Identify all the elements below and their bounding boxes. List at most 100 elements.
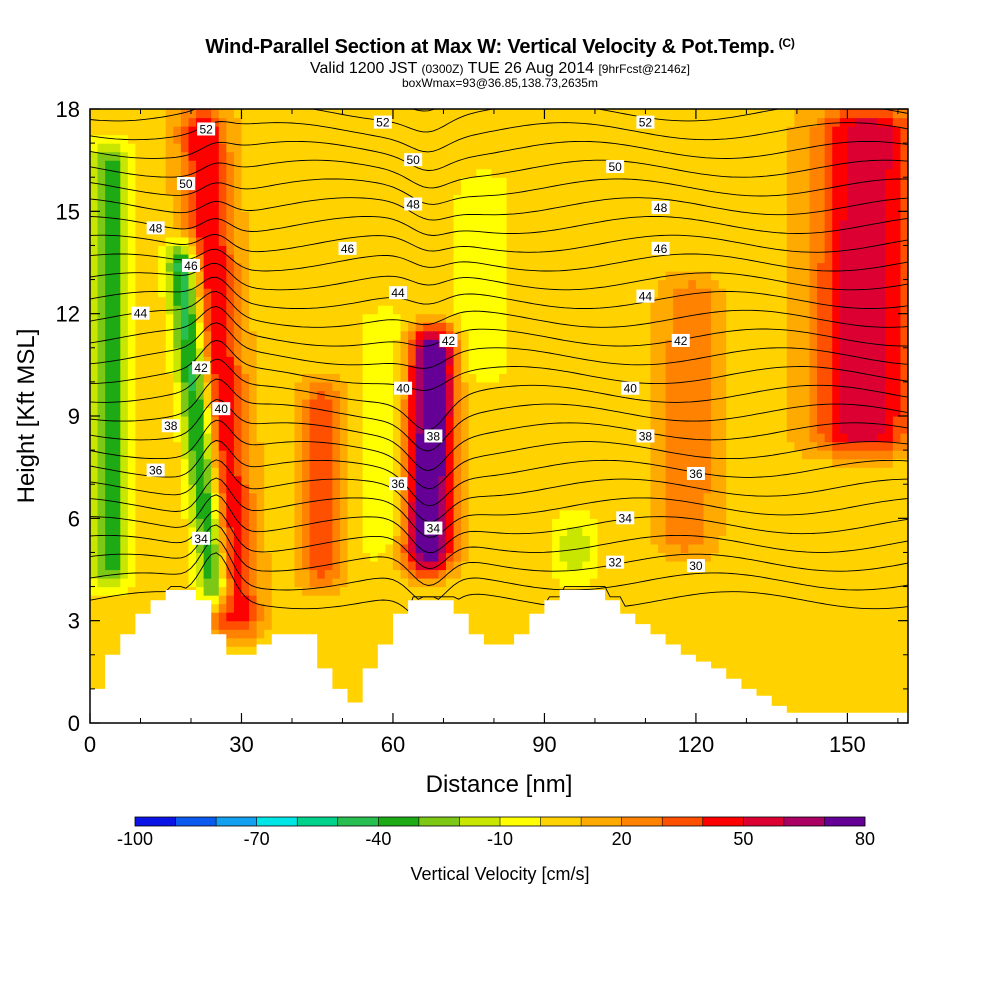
field-cell xyxy=(529,475,538,485)
field-cell xyxy=(180,126,190,136)
field-cell xyxy=(567,407,576,417)
field-cell xyxy=(105,578,114,588)
field-cell xyxy=(105,603,114,613)
field-cell xyxy=(400,407,409,417)
field-cell xyxy=(317,271,326,281)
field-cell xyxy=(196,211,205,221)
field-cell xyxy=(112,458,121,468)
field-cell xyxy=(483,211,493,221)
field-cell xyxy=(567,450,576,460)
field-cell xyxy=(438,390,447,400)
field-cell xyxy=(90,671,99,681)
field-cell xyxy=(127,552,137,562)
field-cell xyxy=(143,560,152,571)
field-cell xyxy=(567,202,576,212)
field-cell xyxy=(332,347,341,357)
field-cell xyxy=(574,356,583,366)
field-cell xyxy=(158,433,167,443)
field-cell xyxy=(362,177,371,187)
field-cell xyxy=(286,407,296,417)
field-cell xyxy=(514,202,523,212)
field-cell xyxy=(605,228,614,238)
field-cell xyxy=(468,612,477,622)
field-cell xyxy=(249,467,258,477)
field-cell xyxy=(597,271,606,281)
field-cell xyxy=(112,117,121,127)
field-cell xyxy=(370,143,379,153)
field-cell xyxy=(589,484,599,494)
field-cell xyxy=(294,364,303,374)
field-cell xyxy=(256,612,265,622)
field-cell xyxy=(249,245,258,255)
field-cell xyxy=(256,262,265,272)
field-cell xyxy=(127,228,137,238)
field-cell xyxy=(514,475,523,485)
field-cell xyxy=(483,475,493,485)
field-cell xyxy=(90,330,99,340)
field-cell xyxy=(377,492,386,502)
field-cell xyxy=(226,595,235,605)
field-cell xyxy=(362,492,371,502)
field-cell xyxy=(362,288,371,298)
field-cell xyxy=(249,518,258,528)
field-cell xyxy=(241,535,250,545)
field-cell xyxy=(302,398,311,409)
field-cell xyxy=(355,620,364,630)
field-cell xyxy=(355,151,364,161)
field-cell xyxy=(332,177,341,187)
field-cell xyxy=(529,407,538,417)
field-cell xyxy=(552,219,561,229)
field-cell xyxy=(286,398,296,409)
field-cell xyxy=(286,134,296,144)
field-cell xyxy=(173,364,182,374)
field-cell xyxy=(377,330,386,340)
field-cell xyxy=(445,219,455,229)
field-cell xyxy=(521,211,530,221)
field-cell xyxy=(135,595,144,605)
field-cell xyxy=(438,501,447,511)
field-cell xyxy=(127,177,137,187)
field-cell xyxy=(597,177,606,187)
field-cell xyxy=(173,143,182,153)
field-cell xyxy=(150,211,159,221)
field-cell xyxy=(597,484,606,494)
field-cell xyxy=(552,416,561,426)
field-cell xyxy=(445,236,455,247)
field-cell xyxy=(165,356,174,366)
field-cell xyxy=(536,117,546,127)
field-cell xyxy=(317,288,326,298)
field-cell xyxy=(392,228,402,238)
field-cell xyxy=(499,629,508,639)
field-cell xyxy=(468,117,477,127)
field-cell xyxy=(302,109,311,119)
field-cell xyxy=(385,253,394,264)
field-cell xyxy=(559,450,568,460)
field-cell xyxy=(309,398,318,409)
field-cell xyxy=(529,245,538,255)
field-cell xyxy=(309,288,318,298)
field-cell xyxy=(355,305,364,315)
field-cell xyxy=(514,313,523,323)
field-cell xyxy=(120,492,129,502)
field-cell xyxy=(362,373,371,383)
field-cell xyxy=(453,518,462,528)
field-cell xyxy=(211,535,220,545)
field-cell xyxy=(392,151,402,161)
field-cell xyxy=(423,211,432,221)
field-cell xyxy=(279,569,288,579)
field-cell xyxy=(544,364,553,374)
field-cell xyxy=(211,126,220,136)
field-cell xyxy=(483,347,493,357)
field-cell xyxy=(165,117,174,127)
field-cell xyxy=(97,185,106,195)
field-cell xyxy=(143,586,152,596)
field-cell xyxy=(483,560,493,571)
field-cell xyxy=(423,347,432,357)
field-cell xyxy=(377,143,386,153)
field-cell xyxy=(362,637,371,647)
field-cell xyxy=(370,603,379,613)
field-cell xyxy=(597,117,606,127)
field-cell xyxy=(370,339,379,349)
field-cell xyxy=(499,126,508,136)
field-cell xyxy=(529,330,538,340)
